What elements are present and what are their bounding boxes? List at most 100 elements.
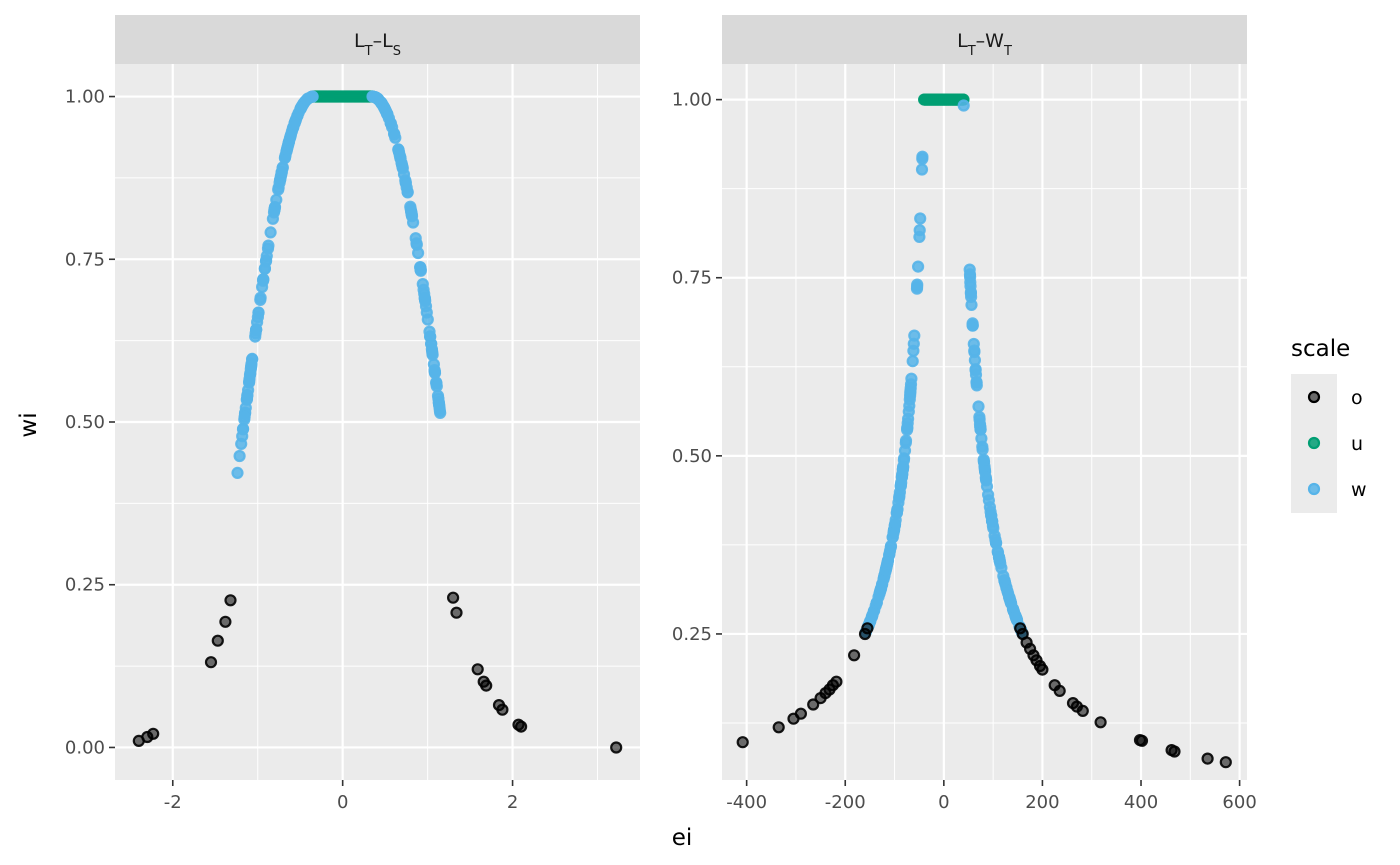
- point-o: [1168, 745, 1181, 758]
- point-w: [245, 357, 258, 370]
- y-tick-label: 1.00: [672, 90, 712, 111]
- point-w: [972, 400, 985, 413]
- facet-panel-2: LT–WT -400 -200 0 200 400 600 0.25 0.50 0.75 1.00: [672, 15, 1257, 813]
- point-w: [992, 551, 1006, 564]
- legend-key-w: [1307, 482, 1321, 496]
- point-w: [913, 230, 926, 243]
- facet-strip: [722, 15, 1247, 64]
- point-o: [736, 736, 749, 749]
- point-w: [301, 93, 314, 106]
- legend-label-o: o: [1351, 387, 1363, 409]
- point-w: [235, 437, 248, 450]
- point-o: [219, 615, 232, 628]
- y-tick-label: 0.50: [65, 412, 105, 433]
- point-o: [1036, 663, 1049, 676]
- point-w: [294, 103, 307, 116]
- point-w: [910, 280, 924, 293]
- y-tick-label: 0.00: [65, 737, 105, 758]
- point-o: [450, 606, 463, 619]
- point-w: [979, 472, 993, 486]
- point-w: [899, 436, 912, 449]
- y-axis-title: wi: [16, 412, 42, 437]
- legend-title: scale: [1291, 336, 1350, 362]
- y-tick-label: 0.75: [65, 249, 105, 270]
- facet-strip: [115, 15, 640, 64]
- point-w: [395, 156, 408, 169]
- x-tick-label: 2: [507, 792, 518, 813]
- point-w: [257, 274, 270, 287]
- point-o: [1219, 756, 1232, 769]
- point-w: [425, 337, 438, 350]
- point-w: [399, 176, 412, 189]
- x-tick-label: 600: [1222, 792, 1256, 813]
- point-w: [982, 494, 996, 507]
- point-w: [879, 563, 893, 576]
- point-w: [977, 453, 990, 466]
- point-w: [892, 491, 906, 505]
- point-o: [861, 622, 874, 635]
- point-w: [270, 193, 283, 206]
- x-tick-label: 0: [337, 792, 348, 813]
- point-o: [204, 656, 218, 669]
- y-tick-label: 0.25: [65, 575, 105, 596]
- point-w: [895, 470, 909, 483]
- point-w: [259, 255, 273, 268]
- y-tick-label: 0.75: [672, 268, 712, 289]
- point-w: [233, 449, 246, 463]
- x-tick-label: 0: [938, 792, 949, 813]
- point-w: [914, 212, 927, 225]
- point-o: [224, 594, 237, 607]
- point-w: [276, 161, 289, 174]
- legend-label-w: w: [1351, 479, 1367, 501]
- point-w: [970, 379, 983, 392]
- x-tick-label: -200: [825, 792, 866, 813]
- point-w: [268, 203, 281, 216]
- point-o: [772, 721, 785, 734]
- x-tick-label: 400: [1124, 792, 1158, 813]
- x-tick-label: 200: [1025, 792, 1059, 813]
- point-o: [471, 663, 484, 676]
- point-w: [989, 533, 1002, 546]
- point-w: [904, 387, 917, 400]
- y-tick-label: 1.00: [65, 87, 105, 108]
- point-w: [428, 366, 441, 379]
- point-o: [514, 720, 528, 733]
- point-w: [998, 574, 1011, 587]
- point-w: [252, 306, 265, 319]
- point-w: [908, 329, 921, 342]
- point-o: [794, 707, 808, 720]
- point-w: [414, 261, 427, 274]
- point-o: [847, 649, 861, 662]
- point-w: [243, 375, 256, 388]
- point-w: [410, 237, 423, 250]
- point-w: [884, 541, 897, 554]
- point-w: [231, 466, 244, 479]
- point-o: [807, 698, 820, 711]
- point-w: [250, 323, 263, 336]
- legend: scale o u w: [1291, 336, 1367, 513]
- point-w: [430, 377, 443, 390]
- point-o: [1094, 716, 1107, 729]
- x-axis-title: ei: [672, 825, 693, 851]
- legend-label-u: u: [1351, 433, 1363, 455]
- point-w: [874, 584, 887, 597]
- point-w: [901, 421, 914, 434]
- legend-key-u: [1307, 436, 1321, 450]
- point-w: [976, 440, 989, 453]
- x-tick-label: -400: [726, 792, 767, 813]
- facet-strip-label: LT–WT: [957, 30, 1012, 59]
- point-w: [273, 176, 286, 189]
- point-w: [423, 325, 436, 338]
- point-o: [1076, 704, 1089, 718]
- point-w: [288, 117, 301, 130]
- point-w: [370, 91, 383, 104]
- point-w: [957, 99, 970, 112]
- points-layer: [132, 90, 623, 754]
- points-layer: [736, 93, 1232, 769]
- point-o: [447, 591, 460, 604]
- point-o: [496, 703, 509, 716]
- point-o: [1053, 684, 1066, 698]
- point-w: [1005, 597, 1018, 610]
- point-w: [985, 514, 999, 527]
